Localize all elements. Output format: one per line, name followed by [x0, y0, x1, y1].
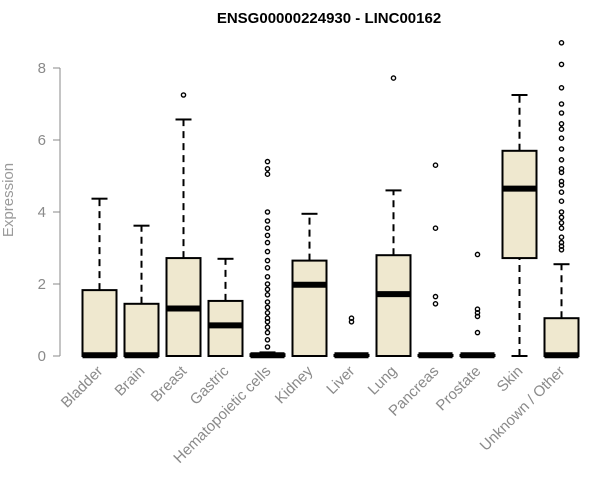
outlier-point — [474, 251, 481, 258]
outlier-point — [432, 300, 439, 307]
outlier-point — [558, 110, 565, 116]
outlier-point — [558, 135, 565, 141]
outlier-point — [264, 257, 271, 264]
box-unknown-other — [543, 40, 580, 359]
box-skin — [501, 94, 538, 357]
box-iqr — [543, 317, 580, 358]
x-tick-label: Breast — [148, 362, 191, 405]
outlier-point — [558, 156, 565, 163]
outlier-point — [558, 209, 565, 215]
outlier-point — [264, 209, 271, 215]
outlier-point — [264, 232, 271, 239]
outlier-point — [558, 225, 565, 231]
box-hematopoietic-cells — [249, 158, 286, 359]
outlier-point — [264, 304, 271, 311]
outlier-point — [558, 178, 565, 185]
x-tick-label: Liver — [323, 363, 358, 398]
outlier-point — [264, 158, 271, 165]
outlier-point — [264, 291, 271, 298]
x-tick-label: Bladder — [58, 363, 107, 412]
outlier-point — [264, 344, 271, 350]
boxes-group — [81, 40, 580, 359]
x-tick-label: Brain — [112, 363, 149, 400]
outlier-point — [558, 126, 565, 132]
outlier-point — [264, 336, 271, 343]
outlier-point — [390, 75, 397, 81]
box-pancreas — [417, 162, 454, 359]
outlier-point — [264, 281, 271, 287]
outlier-point — [558, 189, 565, 195]
y-axis-label: Expression — [0, 163, 17, 237]
outlier-point — [264, 225, 271, 231]
outlier-point — [264, 264, 271, 271]
outlier-point — [264, 324, 271, 331]
outlier-point — [558, 85, 565, 91]
box-iqr — [81, 289, 118, 357]
box-brain — [123, 224, 160, 359]
outlier-point — [558, 239, 565, 246]
y-tick-label: 4 — [38, 204, 46, 221]
outlier-point — [264, 309, 271, 316]
outlier-point — [432, 293, 439, 300]
outlier-point — [264, 171, 271, 177]
outlier-point — [558, 214, 565, 221]
outlier-point — [558, 165, 565, 172]
outlier-point — [558, 40, 565, 46]
y-tick-label: 0 — [38, 348, 46, 365]
box-kidney — [291, 212, 328, 358]
box-lung — [375, 75, 412, 357]
outlier-point — [558, 234, 565, 240]
box-iqr — [375, 254, 412, 357]
box-prostate — [459, 251, 496, 359]
outlier-point — [558, 219, 565, 226]
y-axis: 0 2 4 6 8 — [38, 60, 61, 365]
outlier-point — [264, 273, 271, 280]
outlier-point — [264, 218, 271, 224]
outlier-point — [264, 315, 271, 322]
outlier-point — [348, 315, 355, 322]
x-tick-label: Skin — [494, 363, 527, 396]
outlier-point — [264, 248, 271, 255]
outlier-point — [474, 329, 481, 336]
outlier-point — [264, 165, 271, 172]
chart-title: ENSG00000224930 - LINC00162 — [217, 10, 441, 27]
box-gastric — [207, 257, 244, 358]
x-tick-label: Kidney — [272, 362, 317, 407]
outlier-point — [558, 121, 565, 127]
box-breast — [165, 92, 202, 357]
box-iqr — [291, 259, 328, 358]
outlier-point — [474, 306, 481, 313]
outlier-point — [558, 198, 565, 204]
outlier-point — [180, 92, 187, 98]
outlier-point — [432, 162, 439, 168]
x-tick-label: Prostate — [433, 363, 485, 415]
box-iqr — [207, 299, 244, 358]
box-bladder — [81, 197, 118, 359]
box-liver — [333, 315, 370, 359]
outlier-point — [558, 61, 565, 68]
outlier-point — [264, 329, 271, 336]
outlier-point — [264, 239, 271, 246]
outlier-point — [264, 286, 271, 293]
box-iqr — [501, 149, 538, 260]
y-tick-label: 2 — [38, 276, 46, 293]
box-iqr — [123, 302, 160, 357]
y-tick-label: 8 — [38, 60, 46, 77]
y-tick-label: 6 — [38, 132, 46, 149]
outlier-point — [432, 225, 439, 231]
outlier-point — [558, 146, 565, 152]
outlier-point — [264, 299, 271, 305]
x-tick-label: Lung — [365, 363, 401, 399]
outlier-point — [558, 101, 565, 107]
